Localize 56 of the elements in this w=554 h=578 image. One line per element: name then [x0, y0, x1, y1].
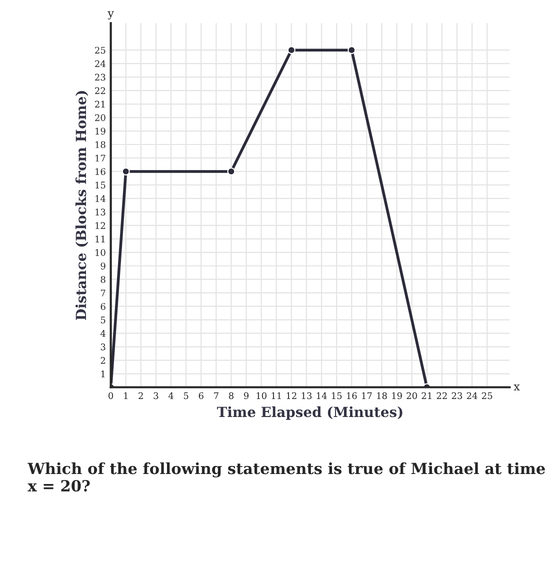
x-axis-title: Time Elapsed (Minutes) — [216, 406, 402, 420]
y-tick-label: 19 — [96, 128, 106, 135]
x-tick-label: 17 — [362, 392, 372, 399]
x-tick-label: 24 — [466, 392, 478, 399]
x-tick-label: 2 — [138, 392, 143, 399]
x-tick-label: 1 — [124, 392, 128, 399]
y-tick-label: 11 — [96, 236, 105, 242]
y-tick-label: 5 — [100, 316, 106, 324]
x-tick-label: 22 — [436, 392, 447, 399]
y-tick-label: 17 — [96, 154, 106, 162]
y-tick-label: 13 — [96, 208, 106, 216]
y-tick-label: 3 — [100, 344, 106, 350]
text: x — [514, 384, 520, 390]
y-tick-label: 24 — [95, 60, 106, 68]
x-tick-label: 6 — [198, 392, 204, 400]
x-tick-label: 11 — [272, 392, 281, 399]
y-tick-label: 9 — [100, 262, 106, 270]
y-axis-title: Distance (Blocks from Home) — [75, 91, 88, 320]
y-tick-label: 2 — [100, 357, 106, 364]
x-tick-label: 14 — [316, 392, 327, 399]
x-tick-label: 12 — [286, 392, 296, 399]
x-tick-label: 15 — [332, 392, 342, 400]
y-tick-label: 18 — [96, 141, 106, 148]
y-tick-label: 4 — [100, 330, 106, 337]
x-tick-label: 21 — [422, 392, 432, 399]
y-tick-label: 14 — [96, 195, 106, 202]
y-tick-label: 7 — [100, 290, 106, 296]
x-tick-label: 10 — [256, 392, 266, 400]
x-tick-label: 8 — [228, 392, 234, 400]
x-tick-label: 18 — [377, 392, 387, 400]
x-tick-label: 3 — [154, 392, 158, 400]
x-tick-label: 0 — [108, 392, 114, 400]
text: Which of the following statements is true of Michael at time x = 20? — [28, 462, 545, 492]
y-tick-label: 6 — [100, 303, 106, 310]
y-tick-label: 10 — [96, 249, 106, 256]
text: y — [108, 11, 114, 20]
x-tick-label: 13 — [302, 392, 312, 400]
y-tick-label: 21 — [95, 100, 105, 108]
y-tick-label: 1 — [101, 370, 105, 378]
y-tick-label: 15 — [96, 182, 106, 189]
y-tick-label: 25 — [95, 46, 106, 54]
y-tick-label: 20 — [95, 114, 106, 122]
y-tick-label: 8 — [100, 276, 106, 283]
y-tick-label: 22 — [95, 87, 106, 94]
x-tick-label: 19 — [392, 392, 402, 400]
x-tick-label: 7 — [214, 392, 218, 399]
x-tick-label: 9 — [244, 392, 249, 400]
x-tick-label: 20 — [406, 392, 417, 400]
x-tick-label: 4 — [168, 392, 174, 399]
y-tick-label: 16 — [96, 168, 106, 176]
x-tick-label: 23 — [452, 392, 462, 400]
x-tick-label: 5 — [184, 392, 188, 400]
x-tick-label: 25 — [482, 392, 492, 400]
x-tick-label: 16 — [346, 392, 357, 400]
y-tick-label: 23 — [95, 74, 106, 81]
y-tick-label: 12 — [96, 222, 106, 229]
